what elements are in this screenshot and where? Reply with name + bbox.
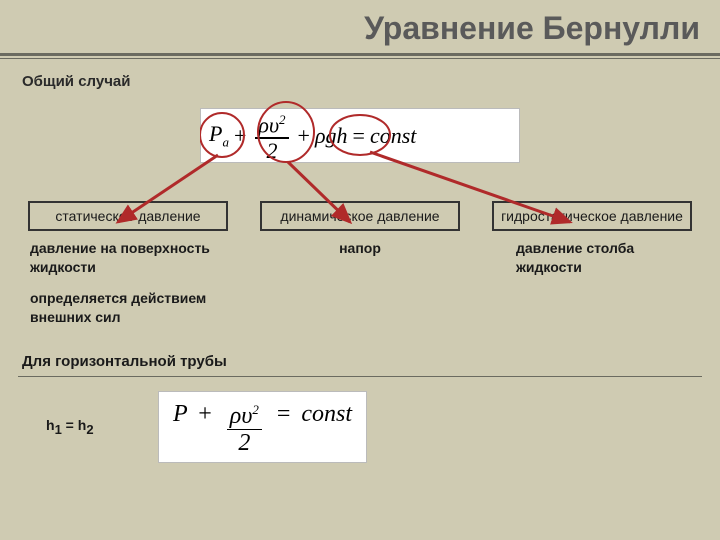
const: const: [370, 123, 416, 149]
eq2-exp: 2: [252, 402, 259, 417]
h-eq: =: [62, 417, 78, 433]
col-static: статическое давление давление на поверхн…: [28, 201, 228, 327]
desc-hydrostatic: давление столба жидкости: [492, 239, 692, 277]
rho-1: ρ: [258, 112, 269, 137]
eq2-equals: =: [277, 401, 291, 427]
h1-eq-h2: h1 = h2: [0, 417, 94, 437]
eq2-P: P: [173, 401, 187, 427]
h1-sub: 1: [55, 422, 62, 437]
desc-static-1: давление на поверхность жидкости: [28, 239, 228, 277]
equals: =: [353, 123, 365, 149]
term-static: Pa: [209, 121, 229, 150]
term-hydrostatic: ρgh: [315, 123, 348, 149]
section2-underline: [18, 376, 702, 377]
den-1: 2: [263, 139, 280, 163]
section2-row: h1 = h2 P + ρυ2 2 = const: [0, 391, 720, 464]
equation-main: Pa + ρυ2 2 + ρgh = const: [200, 98, 520, 173]
desc-dynamic: напор: [260, 239, 460, 258]
h-symbol: h: [337, 123, 348, 148]
equation-box: Pa + ρυ2 2 + ρgh = const: [200, 108, 520, 163]
eq2-const: const: [301, 401, 352, 427]
h2-sub: 2: [86, 422, 93, 437]
eq2-rho: ρ: [230, 403, 242, 429]
divider-thick: [0, 53, 720, 56]
box-static: статическое давление: [28, 201, 228, 231]
plus-1: +: [234, 123, 246, 149]
eq2-frac: ρυ2 2: [227, 402, 262, 457]
v-1: υ: [269, 112, 279, 137]
rho-2: ρ: [315, 123, 326, 148]
h1-base: h: [46, 417, 55, 433]
section2-title: Для горизонтальной трубы: [0, 327, 720, 376]
P-symbol: P: [209, 121, 222, 146]
col-hydrostatic: гидростатическое давление давление столб…: [492, 201, 692, 327]
plus-2: +: [298, 123, 310, 149]
eq2-v: υ: [241, 403, 252, 429]
divider-thin: [0, 58, 720, 59]
desc-static-2: определяется действием внешних сил: [28, 289, 228, 327]
term-dynamic: ρυ2 2: [255, 112, 288, 163]
exp-1: 2: [279, 112, 286, 127]
box-hydrostatic: гидростатическое давление: [492, 201, 692, 231]
P-subscript: a: [222, 134, 229, 149]
equation2-box: P + ρυ2 2 = const: [158, 391, 367, 464]
col-dynamic: динамическое давление напор: [260, 201, 460, 327]
box-dynamic: динамическое давление: [260, 201, 460, 231]
eq2-plus: +: [198, 401, 212, 427]
page-title: Уравнение Бернулли: [0, 0, 720, 53]
label-columns: статическое давление давление на поверхн…: [0, 201, 720, 327]
g-symbol: g: [326, 123, 337, 148]
eq2-den: 2: [235, 430, 253, 456]
subtitle: Общий случай: [0, 69, 720, 98]
